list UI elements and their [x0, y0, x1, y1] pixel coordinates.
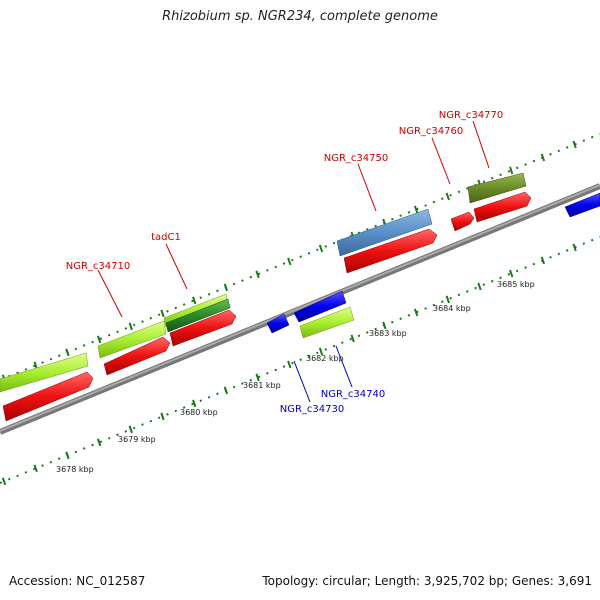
reverse-genes — [266, 192, 600, 339]
gene-lime-2[interactable] — [97, 320, 167, 359]
major-tick — [445, 295, 450, 304]
major-tick — [160, 412, 165, 421]
scale-label-3678: 3678 kbp — [56, 465, 94, 474]
major-tick — [223, 386, 229, 395]
label-tadC1[interactable]: tadC1 — [151, 232, 181, 243]
major-tick — [318, 244, 324, 253]
major-tick — [96, 438, 102, 447]
major-tick — [540, 256, 546, 265]
label-NGR_c34750[interactable]: NGR_c34750 — [324, 153, 389, 164]
scale-label-3685: 3685 kbp — [497, 280, 535, 289]
label-NGR_c34710[interactable]: NGR_c34710 — [66, 261, 131, 272]
gene-olive-NGR_c34770[interactable] — [467, 172, 527, 204]
major-tick — [540, 153, 546, 162]
major-tick — [33, 464, 38, 473]
upper-tick-row — [0, 133, 600, 381]
major-tick — [287, 360, 292, 369]
major-tick — [287, 257, 292, 266]
major-tick — [413, 308, 419, 317]
major-tick — [223, 283, 229, 292]
map-title: Rhizobium sp. NGR234, complete genome — [162, 9, 438, 24]
reverse-label-connectors — [293, 345, 353, 403]
major-tick — [572, 243, 577, 252]
genome-stats-text: Topology: circular; Length: 3,925,702 bp… — [262, 574, 592, 588]
rev-arrow-edge[interactable] — [564, 192, 600, 218]
major-tick — [1, 477, 7, 486]
major-tick — [96, 335, 102, 344]
lower-major-ticks — [1, 243, 577, 486]
major-tick — [255, 270, 260, 279]
scale-label-3683: 3683 kbp — [369, 329, 407, 338]
label-NGR_c34740[interactable]: NGR_c34740 — [321, 389, 386, 400]
major-tick — [128, 322, 133, 331]
gene-steel-blue-NGR_c34750[interactable] — [336, 208, 433, 257]
scale-label-3682: 3682 kbp — [306, 354, 344, 363]
major-tick — [413, 205, 419, 214]
major-tick — [192, 296, 197, 305]
scale-label-3680: 3680 kbp — [180, 408, 218, 417]
major-tick — [255, 373, 260, 382]
scale-label-3679: 3679 kbp — [118, 435, 156, 444]
cds-arrow-NGR_c34770[interactable] — [473, 191, 532, 223]
major-tick — [65, 451, 70, 460]
cds-arrow-1[interactable] — [2, 371, 94, 422]
scale-label-3681: 3681 kbp — [243, 381, 281, 390]
major-tick — [572, 140, 577, 149]
accession-text: Accession: NC_012587 — [9, 574, 146, 588]
label-NGR_c34770[interactable]: NGR_c34770 — [439, 110, 504, 121]
major-tick — [318, 347, 324, 356]
major-tick — [192, 399, 197, 408]
upper-major-ticks — [1, 140, 577, 383]
scale-label-3684: 3684 kbp — [433, 304, 471, 313]
lower-tick-row — [0, 236, 600, 484]
label-NGR_c34760[interactable]: NGR_c34760 — [399, 126, 464, 137]
label-NGR_c34730[interactable]: NGR_c34730 — [280, 404, 345, 415]
gene-dark-green-tadC1[interactable] — [165, 298, 231, 333]
major-tick — [128, 425, 133, 434]
cds-arrow-tadC1[interactable] — [169, 309, 237, 347]
major-tick — [33, 361, 38, 370]
major-tick — [445, 192, 450, 201]
major-tick — [477, 282, 482, 291]
major-tick — [382, 321, 387, 330]
cds-arrow-NGR_c34760[interactable] — [450, 211, 475, 232]
forward-label-connectors — [97, 120, 490, 318]
major-tick — [160, 309, 165, 318]
major-tick — [509, 269, 514, 278]
gene-lime-NGR_c34740[interactable] — [299, 306, 355, 339]
forward-genes — [0, 172, 532, 422]
cds-arrow-2[interactable] — [103, 336, 171, 376]
major-tick — [509, 166, 514, 175]
major-tick — [65, 348, 70, 357]
cds-arrow-NGR_c34750[interactable] — [343, 228, 438, 274]
gene-lime-1[interactable] — [0, 352, 89, 393]
rev-arrow-small[interactable] — [266, 313, 290, 334]
major-tick — [350, 334, 355, 343]
rev-arrow-NGR_c34730[interactable] — [293, 290, 347, 323]
